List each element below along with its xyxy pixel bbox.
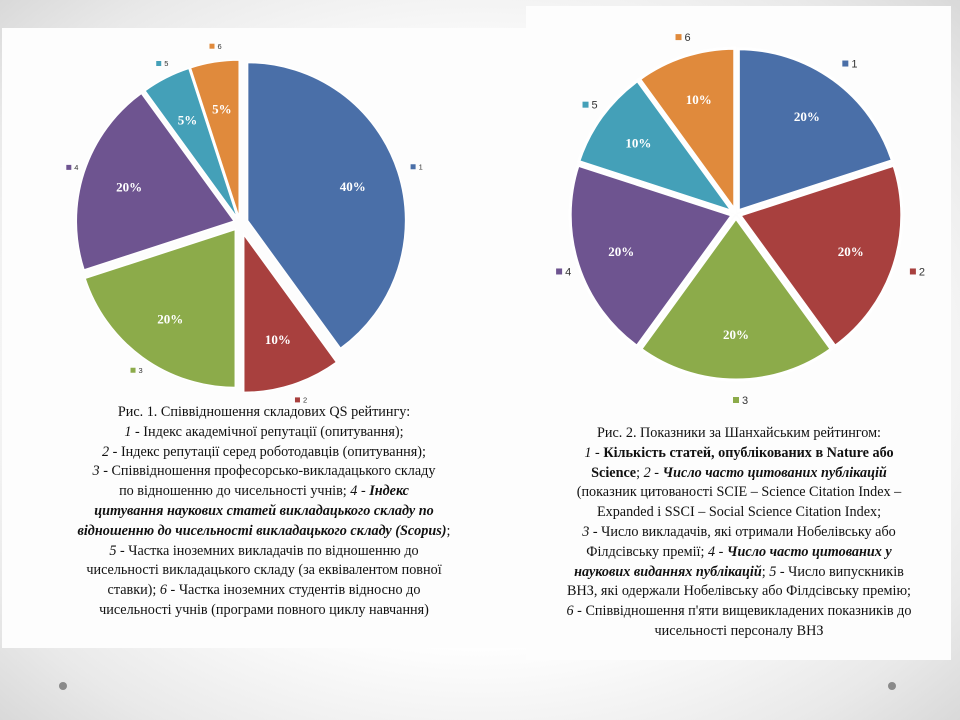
legend-entry-1: 1	[842, 58, 857, 70]
legend-marker-4	[66, 164, 72, 170]
legend-label-1: 1	[419, 162, 423, 171]
pie-label-5: 5%	[178, 112, 198, 127]
pie-slice-2	[737, 163, 904, 349]
caption-left-item-2: 2 - Індекс репутації серед роботодавців …	[102, 443, 426, 460]
legend-marker-4	[556, 268, 563, 275]
legend-entry-6: 6	[209, 42, 222, 51]
caption-left-item-1: 1 - Індекс академічної репутації (опитув…	[124, 423, 404, 440]
legend-entry-1: 1	[410, 162, 423, 171]
legend-entry-2: 2	[909, 266, 925, 278]
qs-figure-panel: 40% 1 10% 2 20% 3 20% 4 5% 5 5% 6 Рис. 1. Співвідно…	[2, 28, 526, 648]
caption-right-item-2: Science; 2 - Число часто цитованих публі…	[591, 464, 887, 481]
pie-label-2: 20%	[838, 244, 864, 259]
caption-left-item-4-cont: цитування наукових статей викладацького …	[94, 502, 434, 519]
shanghai-figure-caption: Рис. 2. Показники за Шанхайським рейтинг…	[534, 424, 944, 642]
pie-slice-1	[246, 61, 407, 350]
pie-label-5: 10%	[625, 136, 651, 151]
legend-marker-1	[842, 60, 849, 67]
legend-marker-2	[909, 268, 916, 275]
caption-left-item-5-end: ставки); 6 - Частка іноземних студентів …	[107, 582, 421, 599]
legend-entry-5: 5	[582, 100, 598, 112]
shanghai-figure-panel: 20% 1 20% 2 20% 3 20% 4 10% 5 10% 6 Рис. 2. Показни…	[526, 6, 951, 660]
caption-left-item-4-end: відношенню до чисельності викладацького …	[77, 522, 451, 539]
pie-label-2: 10%	[265, 332, 291, 347]
pie-label-6: 10%	[686, 92, 712, 107]
legend-entry-3: 3	[130, 366, 143, 375]
legend-label-5: 5	[164, 59, 168, 68]
legend-label-6: 6	[685, 32, 691, 44]
qs-figure-caption: Рис. 1. Співвідношення складових QS рейт…	[16, 403, 512, 621]
caption-right-item-3-cont: Філдсівську премії; 4 - Число часто цито…	[586, 543, 892, 560]
pie-label-6: 5%	[212, 101, 232, 116]
caption-right-item-4-cont: наукових виданнях публікацій; 5 - Число …	[574, 563, 904, 580]
caption-right-item-3: 3 - Число викладачів, які отримали Нобел…	[582, 523, 896, 540]
pie-slice-3	[638, 215, 834, 382]
legend-entry-4: 4	[556, 266, 571, 278]
legend-marker-3	[130, 367, 136, 373]
legend-label-3: 3	[742, 395, 748, 407]
caption-right-item-2-cont: (показник цитованості SCIE – Science Cit…	[576, 484, 902, 501]
legend-label-4: 4	[565, 266, 571, 278]
caption-right-item-5-cont: ВНЗ, які одержали Нобелівську або Філдсі…	[567, 583, 911, 600]
legend-marker-1	[410, 164, 416, 170]
caption-right-item-1: 1 - Кількість статей, опублікованих в Na…	[584, 444, 894, 461]
pie-label-1: 40%	[340, 179, 366, 194]
legend-entry-4: 4	[66, 163, 78, 172]
pie-slice-5	[576, 78, 737, 215]
pie-slice-1	[736, 47, 895, 213]
legend-marker-6	[675, 34, 682, 41]
legend-label-2: 2	[303, 396, 307, 405]
legend-marker-5	[582, 101, 589, 108]
pie-slice-4	[568, 163, 735, 349]
pie-label-4: 20%	[608, 244, 634, 259]
caption-left-item-5-cont: чисельності викладацького складу (за екв…	[86, 562, 442, 579]
legend-label-4: 4	[74, 163, 78, 172]
pie-label-3: 20%	[723, 327, 749, 342]
legend-label-5: 5	[592, 100, 598, 112]
legend-entry-6: 6	[675, 32, 691, 44]
legend-entry-3: 3	[733, 395, 748, 407]
caption-right-item-2-end: Expanded і SSCI – Social Science Citatio…	[596, 504, 882, 521]
pie-slice-3	[84, 228, 237, 389]
caption-right-title: Рис. 2. Показники за Шанхайським рейтинг…	[597, 425, 881, 441]
shanghai-pie-chart: 20% 1 20% 2 20% 3 20% 4 10% 5 10% 6	[556, 32, 925, 407]
legend-entry-5: 5	[156, 59, 168, 68]
caption-left-item-3: 3 - Співвідношення професорсько-викладац…	[92, 463, 436, 480]
qs-pie-chart: 40% 1 10% 2 20% 3 20% 4 5% 5 5% 6	[66, 42, 423, 405]
legend-label-2: 2	[919, 266, 925, 278]
caption-left-item-5: 5 - Частка іноземних викладачів по відно…	[109, 542, 419, 559]
caption-right-item-6-cont: чисельності персоналу ВНЗ	[654, 622, 824, 639]
legend-marker-2	[294, 397, 300, 403]
legend-marker-3	[733, 397, 739, 403]
legend-label-3: 3	[139, 366, 143, 375]
legend-marker-5	[156, 61, 162, 67]
pie-slice-6	[637, 46, 737, 215]
pie-label-3: 20%	[157, 311, 183, 326]
pie-slice-6	[189, 59, 240, 219]
pie-slice-5	[143, 67, 239, 219]
nav-dot-right	[888, 682, 896, 690]
pie-slice-2	[242, 232, 338, 394]
legend-label-1: 1	[851, 58, 857, 70]
nav-dot-left	[59, 682, 67, 690]
pie-label-4: 20%	[116, 179, 142, 194]
caption-left-item-3-cont: по відношенню до чисельності учнів; 4 - …	[119, 483, 409, 500]
legend-marker-6	[209, 43, 215, 49]
caption-right-item-6: 6 - Співвідношення п'яти вищевикладених …	[566, 603, 912, 620]
legend-entry-2: 2	[294, 396, 307, 405]
caption-left-title: Рис. 1. Співвідношення складових QS рейт…	[117, 404, 411, 420]
pie-slice-4	[75, 92, 236, 271]
pie-label-1: 20%	[794, 109, 820, 124]
legend-label-6: 6	[217, 42, 221, 51]
caption-left-item-6-cont: чисельності учнів (програми повного цикл…	[99, 601, 429, 618]
